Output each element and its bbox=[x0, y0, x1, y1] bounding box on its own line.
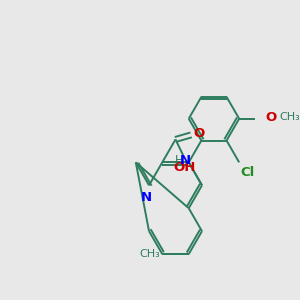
Text: Cl: Cl bbox=[240, 166, 255, 179]
Text: N: N bbox=[140, 191, 152, 204]
Text: CH₃: CH₃ bbox=[140, 249, 160, 259]
Text: O: O bbox=[266, 111, 277, 124]
Text: H: H bbox=[175, 154, 184, 167]
Text: O: O bbox=[193, 127, 204, 140]
Text: CH₃: CH₃ bbox=[279, 112, 300, 122]
Text: OH: OH bbox=[173, 160, 196, 174]
Text: N: N bbox=[180, 154, 191, 167]
